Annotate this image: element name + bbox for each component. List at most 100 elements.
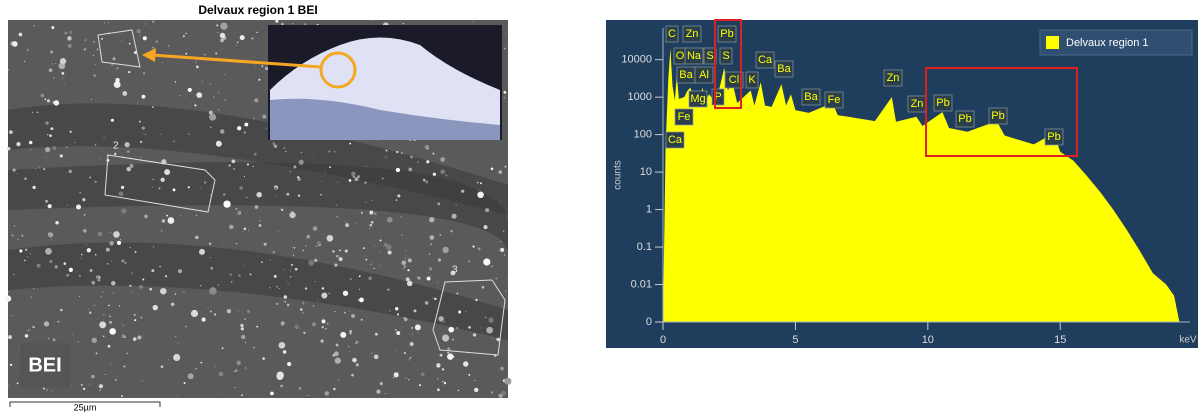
speck — [472, 246, 474, 248]
speck — [312, 322, 316, 326]
speck — [222, 347, 224, 349]
speck — [71, 385, 72, 386]
speck — [60, 58, 66, 64]
speck — [143, 36, 147, 40]
speck — [429, 253, 430, 254]
speck — [274, 187, 277, 190]
speck — [25, 249, 27, 251]
speck — [500, 367, 504, 371]
speck — [153, 305, 158, 310]
y-tick-label: 0 — [646, 316, 652, 328]
speck — [229, 225, 233, 229]
speck — [122, 91, 127, 96]
speck — [67, 205, 68, 206]
speck — [385, 213, 386, 214]
speck — [109, 328, 116, 335]
speck — [152, 186, 153, 187]
speck — [53, 77, 55, 79]
speck — [396, 199, 397, 200]
speck — [442, 381, 443, 382]
speck — [468, 326, 471, 329]
speck — [84, 48, 86, 50]
speck — [458, 311, 461, 314]
speck — [369, 224, 372, 227]
speck — [76, 204, 81, 209]
speck — [279, 342, 286, 349]
speck — [405, 250, 406, 251]
speck — [481, 328, 482, 329]
speck — [351, 357, 352, 358]
speck — [105, 374, 106, 375]
speck — [425, 301, 429, 305]
speck — [450, 230, 452, 232]
speck — [159, 266, 160, 267]
speck — [274, 145, 277, 148]
speck — [64, 31, 67, 34]
speck — [200, 285, 201, 286]
speck — [351, 172, 355, 176]
speck — [281, 209, 283, 211]
speck — [495, 278, 497, 280]
speck — [152, 21, 154, 23]
speck — [124, 142, 129, 147]
speck — [293, 255, 294, 256]
speck — [144, 354, 145, 355]
speck — [88, 309, 89, 310]
speck — [66, 147, 67, 148]
speck — [142, 209, 143, 210]
speck — [204, 54, 205, 55]
speck — [445, 340, 447, 342]
speck — [33, 288, 34, 289]
speck — [394, 372, 399, 377]
speck — [145, 23, 146, 24]
speck — [108, 32, 109, 33]
speck — [385, 393, 386, 394]
speck — [259, 220, 260, 221]
speck — [412, 334, 413, 335]
speck — [477, 182, 479, 184]
speck — [168, 359, 169, 360]
element-label: Pb — [1047, 131, 1060, 143]
speck — [32, 186, 35, 189]
speck — [425, 181, 428, 184]
speck — [219, 372, 224, 377]
speck — [339, 249, 341, 251]
speck — [242, 231, 243, 232]
speck — [310, 377, 311, 378]
speck — [223, 200, 230, 207]
speck — [201, 96, 202, 97]
speck — [103, 136, 104, 137]
speck — [503, 96, 506, 99]
speck — [49, 134, 52, 137]
speck — [335, 358, 341, 364]
speck — [63, 262, 66, 265]
scale-label: 25µm — [74, 402, 97, 412]
speck — [371, 353, 372, 354]
speck — [12, 315, 13, 316]
speck — [427, 148, 428, 149]
speck — [53, 338, 56, 341]
speck — [139, 35, 140, 36]
speck — [96, 275, 100, 279]
speck — [293, 165, 296, 168]
speck — [357, 175, 360, 178]
speck — [262, 65, 264, 67]
speck — [37, 215, 38, 216]
speck — [173, 141, 174, 142]
speck — [417, 332, 418, 333]
speck — [301, 152, 303, 154]
element-label: Ca — [668, 134, 683, 146]
speck — [129, 285, 131, 287]
speck — [389, 310, 390, 311]
speck — [442, 368, 444, 370]
speck — [332, 354, 335, 357]
element-label: Ba — [679, 69, 693, 81]
speck — [408, 359, 410, 361]
speck — [152, 178, 154, 180]
speck — [60, 154, 63, 157]
speck — [320, 339, 323, 342]
speck — [486, 327, 493, 334]
speck — [220, 33, 225, 38]
speck — [365, 202, 366, 203]
speck — [429, 267, 432, 270]
